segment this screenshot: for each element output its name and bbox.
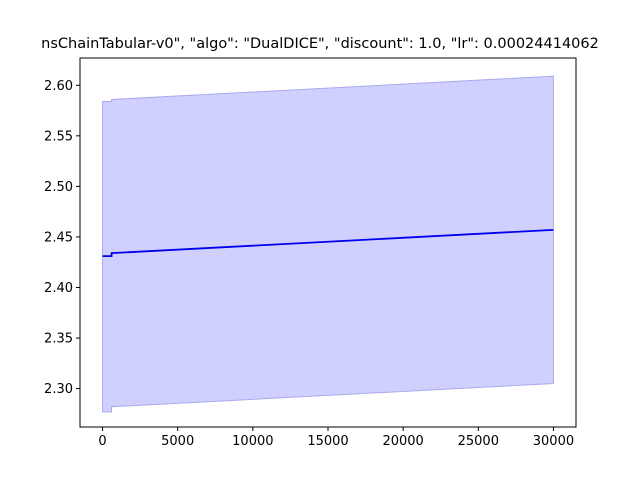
- x-tick-label: 30000: [533, 434, 574, 449]
- x-tick-label: 5000: [161, 434, 194, 449]
- y-tick-label: 2.60: [44, 79, 73, 94]
- x-tick-label: 20000: [382, 434, 423, 449]
- x-tick-label: 10000: [232, 434, 273, 449]
- plot-area: [102, 75, 554, 413]
- confidence-band: [102, 75, 554, 413]
- chart-title: nsChainTabular-v0", "algo": "DualDICE", …: [41, 36, 599, 52]
- y-tick-label: 2.45: [44, 230, 73, 245]
- y-tick-label: 2.50: [44, 180, 73, 195]
- x-tick-label: 0: [98, 434, 106, 449]
- mean-line: [102, 228, 554, 258]
- y-tick-label: 2.40: [44, 281, 73, 296]
- y-tick-label: 2.55: [44, 129, 73, 144]
- y-tick-label: 2.35: [44, 332, 73, 347]
- x-tick-label: 25000: [458, 434, 499, 449]
- x-axis: 0 5000 10000 15000 20000 25000 30000: [98, 427, 574, 449]
- y-axis: 2.30 2.35 2.40 2.45 2.50 2.55 2.60: [44, 79, 80, 397]
- y-tick-label: 2.30: [44, 382, 73, 397]
- x-tick-label: 15000: [307, 434, 348, 449]
